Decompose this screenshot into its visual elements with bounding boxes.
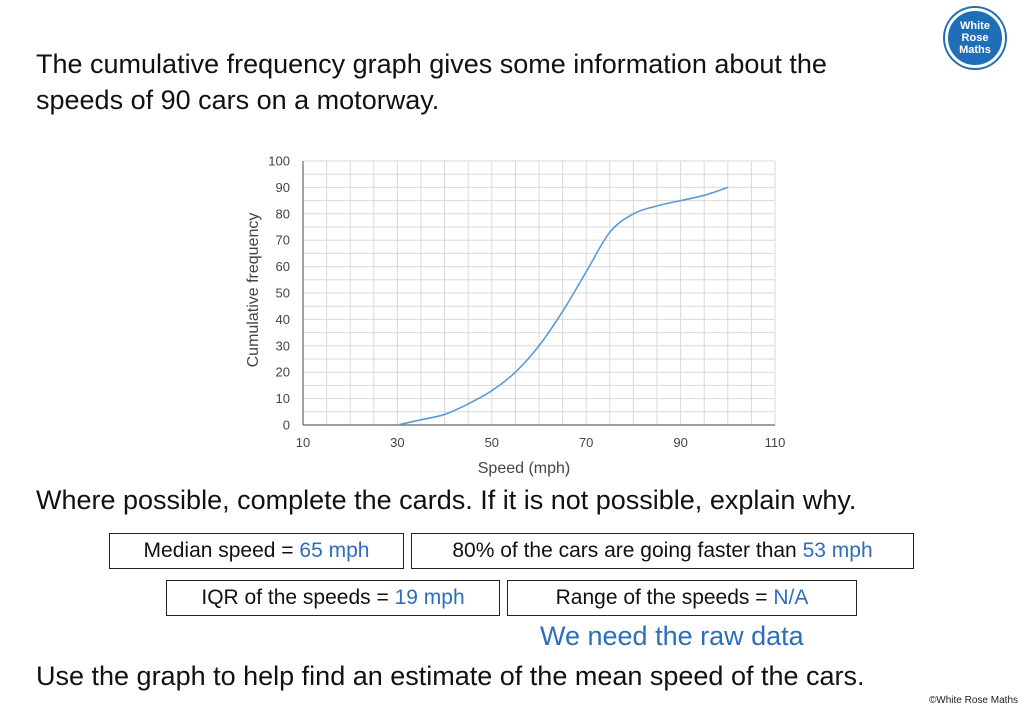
cumulative-frequency-chart: 10 30 50 70 90 110 0 10 20 30 40 50 60 70 80 90 100 Speed… — [245, 154, 786, 478]
intro-text: The cumulative frequency graph gives som… — [36, 46, 827, 118]
iqr-card: IQR of the speeds = 19 mph — [166, 580, 500, 616]
copyright-text: ©White Rose Maths — [928, 695, 1018, 706]
y-tick-label: 70 — [276, 233, 290, 248]
iqr-answer: 19 mph — [394, 586, 465, 609]
median-card: Median speed = 65 mph — [109, 533, 404, 569]
x-axis-title: Speed (mph) — [478, 460, 571, 477]
range-label: Range of the speeds = — [555, 586, 774, 609]
x-tick-label: 90 — [673, 435, 687, 450]
y-axis-title: Cumulative frequency — [245, 213, 262, 368]
raw-data-note: We need the raw data — [540, 621, 804, 651]
intro-line-2: speeds of 90 cars on a motorway. — [36, 85, 440, 115]
intro-line-1: The cumulative frequency graph gives som… — [36, 49, 827, 79]
question-text: Use the graph to help find an estimate o… — [36, 661, 865, 691]
y-tick-label: 90 — [276, 180, 290, 195]
median-answer: 65 mph — [299, 539, 370, 562]
median-label: Median speed = — [143, 539, 300, 562]
logo-word-3: Maths — [959, 44, 991, 56]
y-tick-label: 60 — [276, 259, 290, 274]
y-tick-label: 20 — [276, 365, 290, 380]
y-tick-label: 30 — [276, 338, 290, 353]
y-tick-label: 10 — [276, 391, 290, 406]
x-tick-label: 70 — [579, 435, 593, 450]
x-tick-label: 50 — [485, 435, 499, 450]
x-tick-label: 10 — [296, 435, 310, 450]
cumulative-frequency-curve — [397, 186, 729, 426]
y-tick-label: 80 — [276, 206, 290, 221]
eighty-percent-answer: 53 mph — [802, 539, 873, 562]
y-tick-label: 50 — [276, 286, 290, 301]
instruction-text: Where possible, complete the cards. If i… — [36, 485, 857, 515]
eighty-percent-card: 80% of the cars are going faster than 53… — [411, 533, 914, 569]
y-tick-label: 0 — [283, 418, 290, 433]
white-rose-maths-logo: White Rose Maths — [945, 8, 1005, 68]
y-tick-label: 40 — [276, 312, 290, 327]
x-tick-label: 110 — [765, 435, 786, 450]
range-answer: N/A — [773, 586, 809, 609]
eighty-percent-label: 80% of the cars are going faster than — [452, 539, 803, 562]
range-card: Range of the speeds = N/A — [507, 580, 857, 616]
iqr-label: IQR of the speeds = — [201, 586, 395, 609]
logo-word-2: Rose — [961, 32, 989, 44]
logo-word-1: White — [960, 20, 990, 32]
y-tick-label: 100 — [268, 154, 290, 169]
x-tick-label: 30 — [390, 435, 404, 450]
